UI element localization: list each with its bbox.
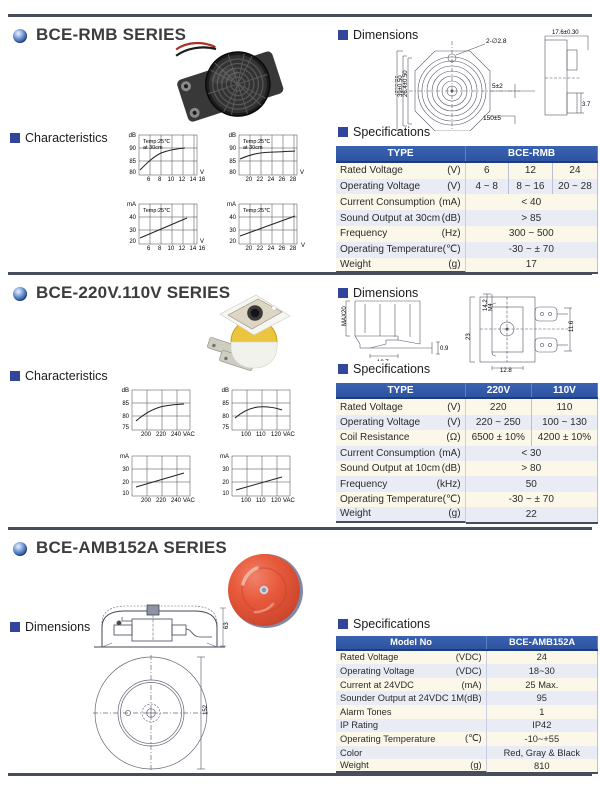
svg-text:200: 200 [141,498,152,504]
svg-text:Temp:25℃: Temp:25℃ [243,208,271,214]
svg-text:22: 22 [257,246,264,252]
svg-text:VAC: VAC [183,498,196,504]
svg-text:85: 85 [229,159,236,165]
svg-text:100: 100 [241,432,252,438]
svg-text:23: 23 [466,333,472,340]
svg-text:VAC: VAC [283,498,296,504]
svg-text:26.4±0.50: 26.4±0.50 [403,70,409,97]
svg-text:VAC: VAC [183,432,196,438]
svg-text:20: 20 [229,239,236,245]
svg-text:80: 80 [122,414,129,420]
svg-text:240: 240 [171,498,182,504]
svg-text:152: 152 [203,704,209,715]
svg-text:2-∅2.8: 2-∅2.8 [486,38,507,45]
svg-text:10: 10 [168,177,175,183]
svg-text:at 30cm: at 30cm [243,145,263,151]
svg-text:40: 40 [129,215,136,221]
svg-text:28: 28 [290,246,297,252]
svg-text:16: 16 [199,177,206,183]
svg-text:80: 80 [129,170,136,176]
svg-text:dB: dB [222,388,229,394]
svg-text:12: 12 [179,246,186,252]
svg-text:220: 220 [156,432,167,438]
svg-text:10: 10 [222,491,229,497]
svg-text:20: 20 [246,177,253,183]
svg-text:85: 85 [222,401,229,407]
svg-text:85: 85 [129,159,136,165]
svg-text:14: 14 [190,177,197,183]
svg-text:mA: mA [120,454,129,460]
svg-text:100: 100 [241,498,252,504]
svg-text:80: 80 [222,414,229,420]
svg-text:20: 20 [222,480,229,486]
svg-text:10.7: 10.7 [377,360,389,361]
svg-text:dB: dB [122,388,129,394]
svg-text:3.7: 3.7 [582,102,591,108]
svg-text:dB: dB [229,133,236,139]
svg-text:28: 28 [290,177,297,183]
svg-text:17.6±0.30: 17.6±0.30 [552,30,579,36]
svg-text:M4: M4 [488,303,494,311]
svg-text:20: 20 [122,480,129,486]
svg-text:16: 16 [199,246,206,252]
svg-text:24: 24 [268,246,275,252]
svg-text:26: 26 [279,177,286,183]
svg-text:30: 30 [122,467,129,473]
svg-text:200: 200 [141,432,152,438]
svg-text:30: 30 [222,467,229,473]
svg-text:V: V [200,239,204,245]
svg-text:10: 10 [168,246,175,252]
svg-text:20: 20 [129,239,136,245]
svg-text:V: V [301,243,305,249]
svg-text:90: 90 [229,146,236,152]
svg-text:30: 30 [229,228,236,234]
svg-text:12.8: 12.8 [500,368,512,372]
svg-text:8: 8 [158,246,162,252]
svg-text:85: 85 [122,401,129,407]
svg-text:14: 14 [190,246,197,252]
svg-text:110: 110 [256,432,266,438]
svg-text:90: 90 [129,146,136,152]
svg-text:8: 8 [158,177,162,183]
svg-text:24: 24 [268,177,275,183]
svg-text:mA: mA [127,202,136,208]
svg-text:110: 110 [256,498,266,504]
svg-text:mA: mA [220,454,229,460]
svg-text:5±2: 5±2 [492,83,503,90]
svg-text:26: 26 [279,246,286,252]
svg-text:220: 220 [156,498,167,504]
svg-text:120: 120 [271,432,282,438]
svg-text:6: 6 [147,177,151,183]
svg-text:12: 12 [179,177,186,183]
svg-text:VAC: VAC [283,432,296,438]
svg-text:V: V [200,170,204,176]
svg-text:MAX20: MAX20 [342,306,348,326]
svg-text:0.9: 0.9 [440,346,449,352]
svg-text:at 30cm: at 30cm [143,145,163,151]
svg-text:10: 10 [122,491,129,497]
svg-text:11.6: 11.6 [569,320,575,332]
svg-text:mA: mA [227,202,236,208]
svg-text:V: V [300,170,304,176]
svg-text:80: 80 [229,170,236,176]
svg-text:40: 40 [229,215,236,221]
svg-text:20: 20 [246,246,253,252]
svg-text:30: 30 [129,228,136,234]
svg-text:22: 22 [257,177,264,183]
svg-text:75: 75 [222,425,229,431]
svg-text:6: 6 [147,246,151,252]
svg-text:150±5: 150±5 [483,115,501,122]
svg-text:240: 240 [171,432,182,438]
svg-text:120: 120 [271,498,282,504]
svg-text:63: 63 [224,622,230,629]
svg-text:dB: dB [129,133,136,139]
svg-text:75: 75 [122,425,129,431]
svg-text:Temp:25℃: Temp:25℃ [143,208,171,214]
